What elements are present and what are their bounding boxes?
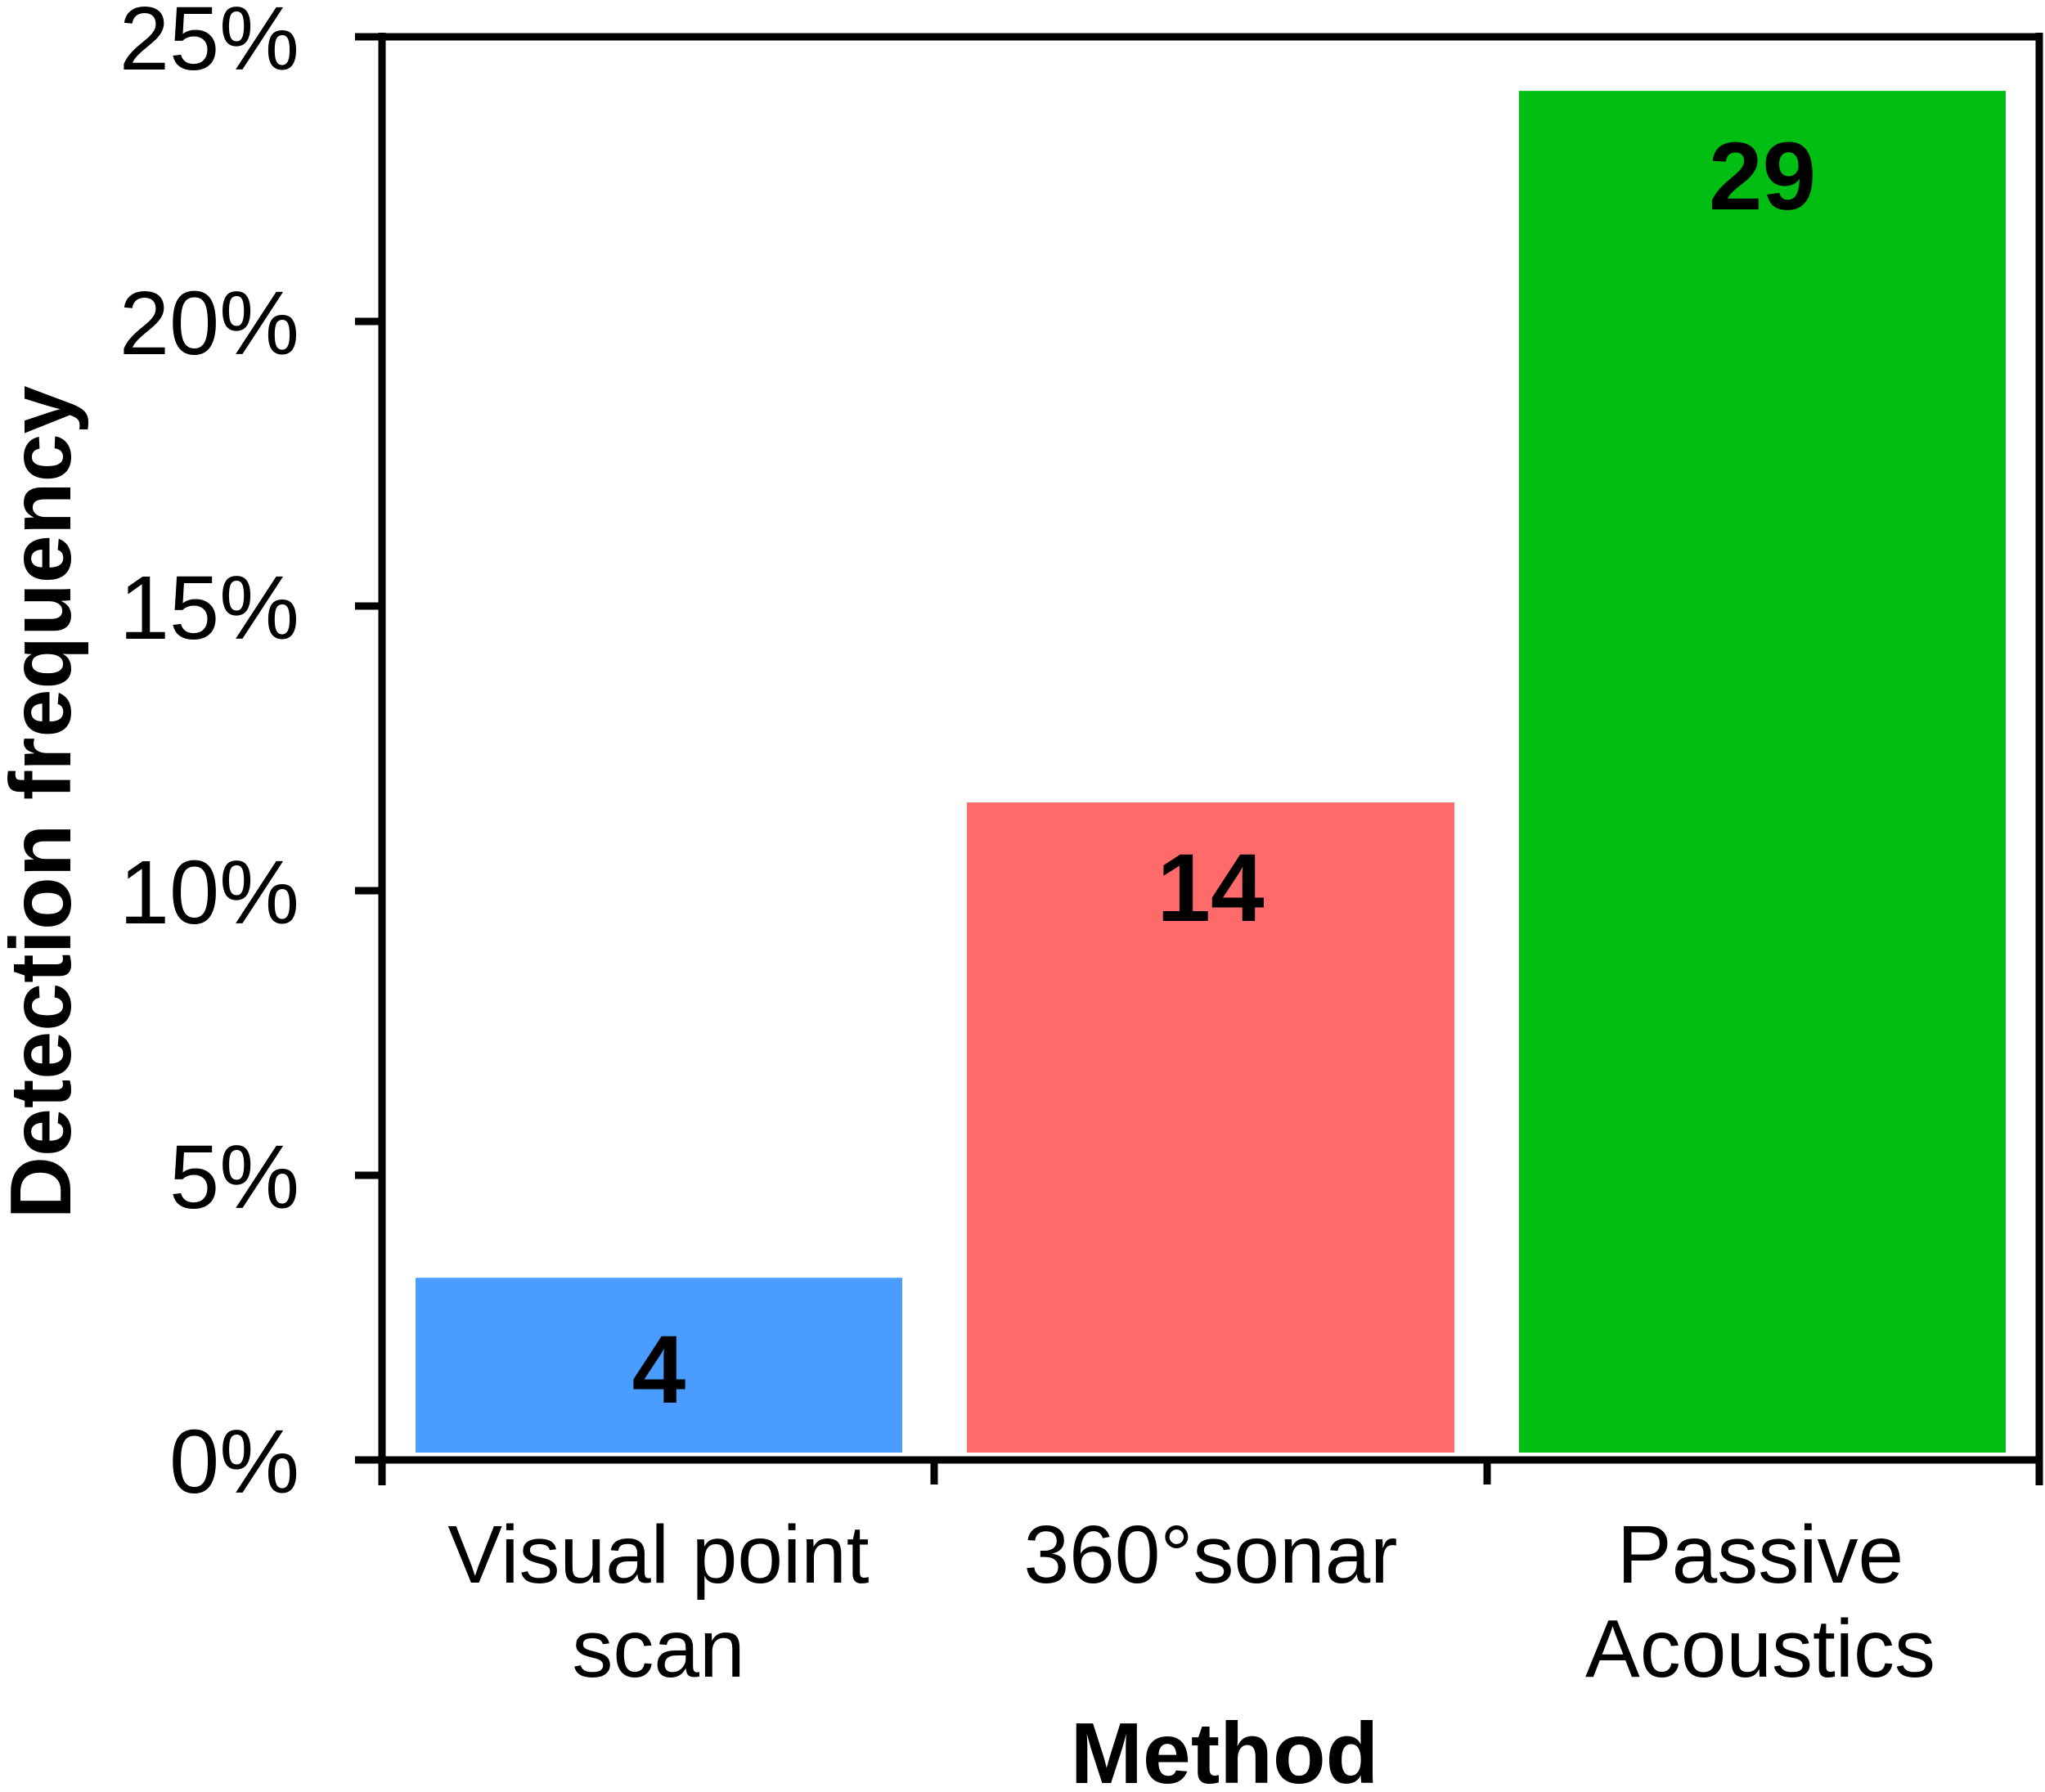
y-tick-label: 10% <box>119 842 299 943</box>
x-category-label: Visual point <box>447 1509 869 1601</box>
y-tick-label: 25% <box>119 0 299 89</box>
bar <box>967 802 1454 1453</box>
y-tick-label: 15% <box>119 558 299 658</box>
bar-value-labels: 4 14 29 <box>632 123 1816 1424</box>
y-tick-label: 0% <box>169 1412 299 1512</box>
bars <box>416 91 2006 1453</box>
bar-value-label: 4 <box>632 1316 686 1424</box>
x-axis-ticks <box>378 1460 2043 1484</box>
x-category-label: scan <box>572 1603 744 1695</box>
x-category-label: Acoustics <box>1585 1603 1935 1695</box>
bar <box>1519 91 2006 1453</box>
x-category-label: 360°sonar <box>1024 1509 1398 1601</box>
y-axis-ticks: 0% 5% 10% 15% 20% 25% <box>119 0 382 1512</box>
bar <box>416 1278 902 1453</box>
bar-value-label: 29 <box>1709 123 1816 231</box>
plot-frame <box>355 33 2043 1485</box>
y-axis-title: Detection frequency <box>0 385 89 1219</box>
y-tick-label: 20% <box>119 273 299 374</box>
x-axis-title: Method <box>1071 1705 1379 1792</box>
bar-value-label: 14 <box>1157 834 1264 942</box>
y-tick-label: 5% <box>169 1127 299 1228</box>
x-category-label: Passive <box>1617 1509 1903 1601</box>
